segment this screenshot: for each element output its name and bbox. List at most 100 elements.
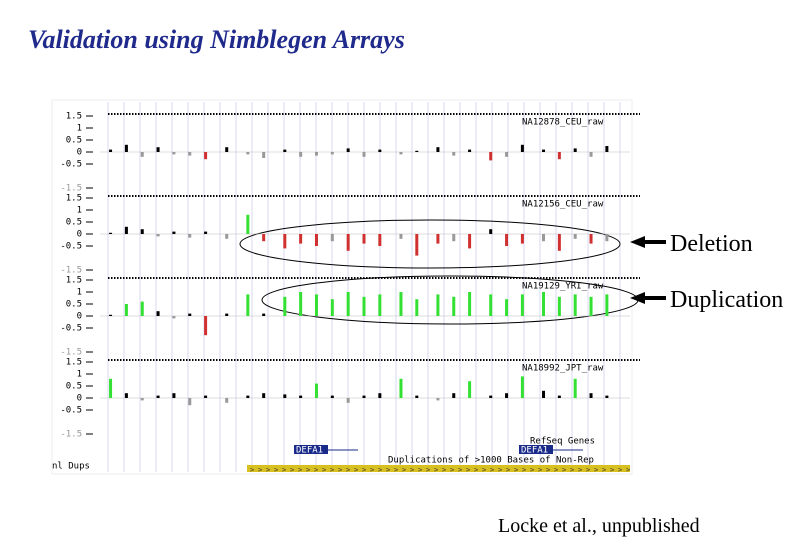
duplication-label: Duplication <box>670 287 783 313</box>
strand-arrow: > <box>482 466 486 474</box>
bar <box>573 234 577 239</box>
bar <box>573 378 577 398</box>
strand-arrow: > <box>386 466 390 474</box>
strand-arrow: > <box>602 466 606 474</box>
vertical-grid <box>107 102 621 472</box>
strand-arrow: > <box>274 466 278 474</box>
bar <box>330 152 334 155</box>
bar <box>505 299 509 316</box>
bar <box>262 393 266 398</box>
bar <box>452 234 456 242</box>
strand-arrow: > <box>410 466 414 474</box>
y-tick-label: -1.5 <box>60 430 82 440</box>
bar <box>140 398 144 401</box>
y-tick-label: -1.5 <box>60 184 82 194</box>
gene-label: DEFA1 <box>521 446 548 456</box>
bar <box>452 296 456 316</box>
bar <box>246 395 250 398</box>
bar <box>188 398 192 406</box>
bar <box>378 149 382 152</box>
strand-arrow: > <box>570 466 574 474</box>
strand-arrow: > <box>506 466 510 474</box>
strand-arrow: > <box>578 466 582 474</box>
bar <box>225 398 229 403</box>
y-tick-label: 0.5 <box>66 300 82 310</box>
bar <box>124 393 128 398</box>
bar <box>330 395 334 398</box>
y-tick-label: 1 <box>77 124 82 134</box>
bar <box>468 292 472 316</box>
strand-arrow: > <box>618 466 622 474</box>
browser-frame <box>51 99 633 475</box>
bar <box>262 313 266 316</box>
strand-arrow: > <box>266 466 270 474</box>
bar <box>505 234 509 246</box>
y-tick-label: 1 <box>77 206 82 216</box>
bar <box>124 304 128 316</box>
bar <box>362 152 366 157</box>
bar <box>452 152 456 156</box>
bar <box>346 398 350 403</box>
strand-arrow: > <box>282 466 286 474</box>
bar <box>557 296 561 316</box>
strand-arrow: > <box>538 466 542 474</box>
bar <box>124 144 128 152</box>
bar <box>346 292 350 316</box>
bar <box>399 292 403 316</box>
bar <box>225 313 229 316</box>
bar <box>314 152 318 156</box>
bar <box>415 234 419 256</box>
strand-arrow: > <box>434 466 438 474</box>
gene-label: DEFA1 <box>296 446 323 456</box>
bar <box>542 390 546 398</box>
bar <box>489 395 493 398</box>
bar <box>156 147 160 152</box>
bar <box>188 234 192 238</box>
bar <box>140 229 144 234</box>
bar <box>299 152 303 157</box>
y-tick-label: 0 <box>77 148 82 158</box>
strand-arrow: > <box>354 466 358 474</box>
y-tick-label: 1.5 <box>66 112 82 122</box>
bar <box>399 152 403 155</box>
bar <box>589 393 593 398</box>
credit: Locke et al., unpublished <box>498 515 700 537</box>
strand-arrow: > <box>346 466 350 474</box>
bar <box>468 149 472 152</box>
bar <box>204 231 208 234</box>
bar <box>542 149 546 152</box>
track-name: NA18992_JPT_raw <box>522 364 604 374</box>
bar <box>330 234 334 242</box>
slide-title: Validation using Nimblegen Arrays <box>28 25 405 54</box>
bar <box>378 294 382 316</box>
bar <box>204 316 208 336</box>
bar <box>378 393 382 398</box>
bar <box>346 148 350 152</box>
bar <box>589 152 593 157</box>
bar <box>188 313 192 316</box>
bar <box>346 234 350 251</box>
strand-arrow: > <box>314 466 318 474</box>
strand-arrow: > <box>402 466 406 474</box>
bar <box>520 376 524 398</box>
bar <box>156 395 160 398</box>
strand-arrow: > <box>530 466 534 474</box>
strand-arrow: > <box>498 466 502 474</box>
bar <box>156 311 160 316</box>
y-tick-label: -0.5 <box>60 406 82 416</box>
strand-arrow: > <box>610 466 614 474</box>
bar <box>109 149 113 152</box>
bar <box>489 294 493 316</box>
y-tick-label: -0.5 <box>60 242 82 252</box>
bar <box>109 314 113 316</box>
bar <box>225 234 229 239</box>
dup-feature-bar <box>247 465 630 472</box>
y-tick-label: 0 <box>77 312 82 322</box>
strand-arrow: > <box>306 466 310 474</box>
strand-arrow: > <box>546 466 550 474</box>
bar <box>605 294 609 316</box>
bar <box>436 234 440 244</box>
bar <box>109 378 113 398</box>
y-tick-label: -1.5 <box>60 348 82 358</box>
bar <box>605 234 609 242</box>
